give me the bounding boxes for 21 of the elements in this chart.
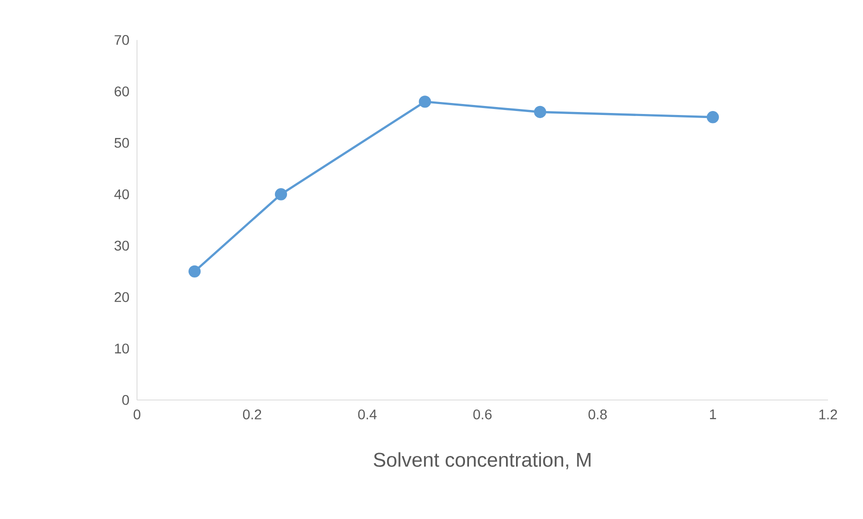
y-tick-label: 20 [114,292,129,302]
x-tick-label: 0.4 [358,409,377,420]
y-tick-label: 50 [114,138,129,148]
x-axis-title: Solvent concentration, M [374,452,590,470]
point [706,111,719,124]
x-tick-label: 0.8 [588,409,607,420]
point [534,106,546,118]
point [274,188,288,200]
y-tick-label: 10 [115,344,129,354]
point [418,96,432,108]
x-tick-label: 0.2 [243,409,262,420]
y-tick-label: 30 [114,240,129,251]
x-tick-label: 1 [710,410,716,420]
x-tick-label: 0 [134,409,140,420]
x-tick-label: 1.2 [819,409,838,420]
point [188,265,201,278]
y-tick-label: 40 [114,189,129,200]
y-tick-label: 60 [114,86,129,96]
y-tick-label: 70 [114,35,129,45]
x-tick-label: 0.6 [473,409,492,420]
y-tick-label: 0 [122,395,129,405]
